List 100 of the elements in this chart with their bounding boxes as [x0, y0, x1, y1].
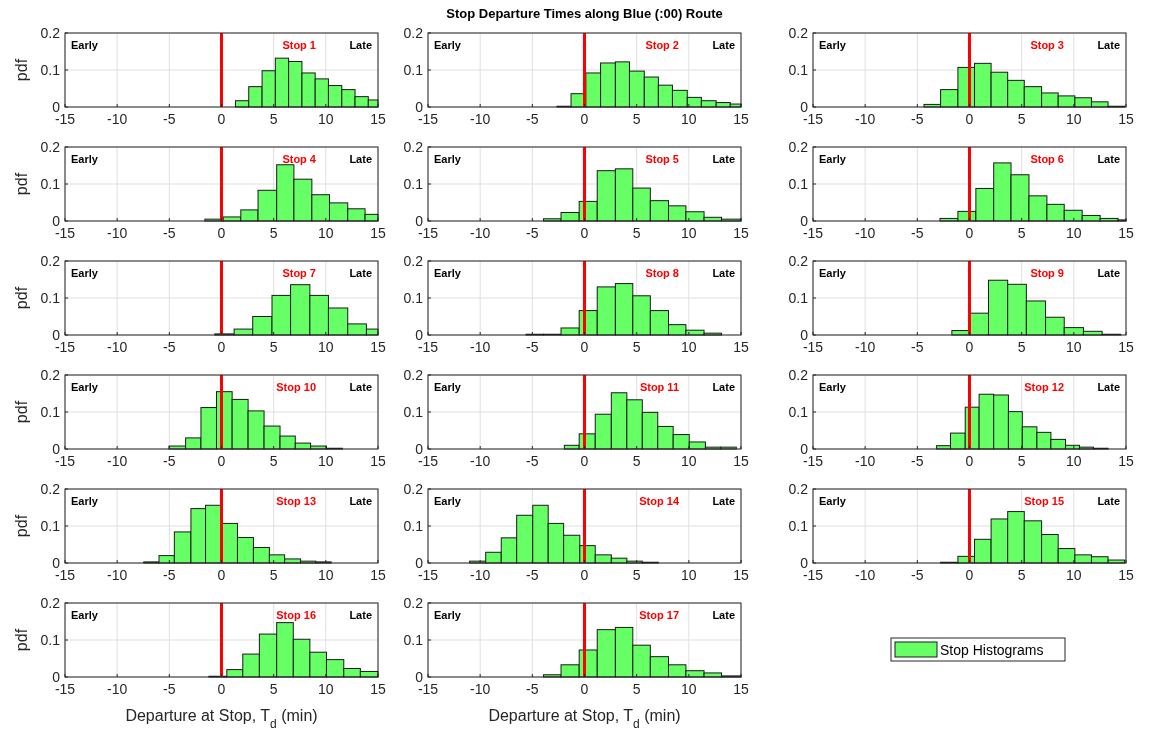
y-tick-label: 0.1 [403, 632, 424, 648]
annotation: Late [712, 609, 735, 621]
annotation: Late [1097, 267, 1120, 279]
annotation: Early [434, 381, 462, 393]
x-tick-label: 15 [370, 453, 386, 469]
x-tick-label: 0 [580, 339, 589, 355]
x-tick-label: 10 [1066, 339, 1082, 355]
annotation: Late [349, 39, 372, 51]
x-tick-label: 5 [269, 225, 278, 241]
annotation: Stop 3 [1030, 39, 1064, 51]
y-tick-label: 0.2 [788, 367, 809, 383]
x-tick-label: 5 [1017, 111, 1026, 127]
y-axis-title: pdf [13, 172, 30, 196]
y-tick-label: 0.1 [403, 62, 424, 78]
x-tick-label: -5 [911, 225, 924, 241]
x-tick-label: -10 [107, 567, 128, 583]
x-tick-label: -5 [911, 567, 924, 583]
y-tick-label: 0.2 [40, 481, 61, 497]
x-tick-label: -5 [911, 453, 924, 469]
y-tick-label: 0.1 [788, 290, 809, 306]
x-tick-label: 10 [1066, 567, 1082, 583]
y-tick-label: 0.2 [40, 139, 61, 155]
annotation: Early [71, 495, 99, 507]
x-tick-label: 5 [269, 111, 278, 127]
annotation: Early [819, 495, 847, 507]
x-tick-label: 5 [632, 225, 641, 241]
x-tick-label: -5 [526, 339, 539, 355]
y-tick-label: 0.1 [40, 632, 61, 648]
annotation: Early [71, 381, 99, 393]
x-tick-label: -10 [470, 225, 491, 241]
x-tick-label: 0 [580, 225, 589, 241]
chart-title: Stop Departure Times along Blue (:00) Route [446, 6, 723, 21]
x-tick-label: 5 [632, 111, 641, 127]
y-tick-label: 0.2 [403, 367, 424, 383]
y-axis-title: pdf [13, 628, 30, 652]
x-tick-label: 5 [269, 339, 278, 355]
y-tick-label: 0.1 [788, 404, 809, 420]
annotation: Late [712, 39, 735, 51]
y-tick-label: 0.2 [40, 595, 61, 611]
x-tick-label: 10 [1066, 225, 1082, 241]
annotation: Stop 6 [1030, 153, 1064, 165]
y-tick-label: 0.2 [403, 25, 424, 41]
annotation: Late [1097, 153, 1120, 165]
x-tick-label: 15 [1118, 567, 1134, 583]
x-tick-label: 0 [217, 681, 226, 697]
x-tick-label: 0 [217, 339, 226, 355]
x-tick-label: 5 [269, 681, 278, 697]
x-tick-label: 5 [632, 453, 641, 469]
annotation: Stop 14 [639, 495, 680, 507]
x-tick-label: 5 [269, 453, 278, 469]
x-tick-label: 5 [632, 567, 641, 583]
x-tick-label: 0 [580, 453, 589, 469]
y-axis-title: pdf [13, 286, 30, 310]
annotation: Stop 17 [639, 609, 679, 621]
annotation: Early [71, 39, 99, 51]
x-tick-label: 10 [318, 453, 334, 469]
annotation: Late [349, 153, 372, 165]
x-tick-label: 5 [1017, 225, 1026, 241]
annotation: Late [349, 267, 372, 279]
y-tick-label: 0.2 [40, 253, 61, 269]
y-tick-label: 0.1 [40, 62, 61, 78]
y-tick-label: 0.1 [788, 518, 809, 534]
annotation: Stop 5 [645, 153, 679, 165]
x-tick-label: 15 [733, 453, 749, 469]
x-tick-label: -10 [855, 339, 876, 355]
annotation: Late [1097, 381, 1120, 393]
y-tick-label: 0.1 [403, 176, 424, 192]
y-tick-label: 0.2 [403, 481, 424, 497]
x-tick-label: 10 [318, 339, 334, 355]
x-tick-label: 0 [965, 567, 974, 583]
x-tick-label: -10 [470, 567, 491, 583]
x-tick-label: 0 [580, 567, 589, 583]
x-tick-label: 10 [1066, 111, 1082, 127]
x-tick-label: 15 [370, 339, 386, 355]
x-tick-label: -5 [163, 111, 176, 127]
x-tick-label: -10 [470, 681, 491, 697]
x-tick-label: -10 [470, 111, 491, 127]
annotation: Stop 10 [276, 381, 316, 393]
x-tick-label: 10 [1066, 453, 1082, 469]
x-tick-label: -10 [107, 339, 128, 355]
x-tick-label: -10 [107, 681, 128, 697]
x-tick-label: 10 [681, 567, 697, 583]
annotation: Early [71, 609, 99, 621]
x-tick-label: 0 [217, 111, 226, 127]
annotation: Stop 13 [276, 495, 316, 507]
x-tick-label: 15 [370, 681, 386, 697]
x-tick-label: 15 [733, 111, 749, 127]
annotation: Early [819, 267, 847, 279]
annotation: Stop 4 [282, 153, 317, 165]
annotation: Early [434, 153, 462, 165]
annotation: Early [434, 267, 462, 279]
y-tick-label: 0.1 [403, 290, 424, 306]
x-tick-label: 0 [217, 225, 226, 241]
x-tick-label: 15 [733, 225, 749, 241]
x-tick-label: -10 [470, 453, 491, 469]
annotation: Early [434, 609, 462, 621]
x-tick-label: 5 [632, 681, 641, 697]
y-tick-label: 0.2 [788, 253, 809, 269]
annotation: Late [712, 153, 735, 165]
x-tick-label: -5 [911, 339, 924, 355]
